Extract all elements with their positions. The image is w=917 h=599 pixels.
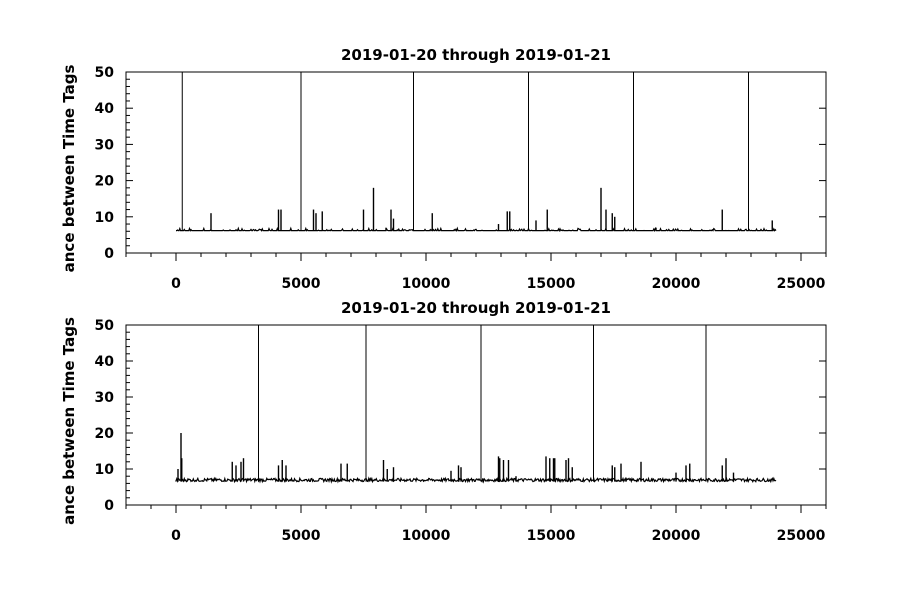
x-tick-label: 15000: [527, 528, 576, 544]
y-tick-label: 30: [95, 137, 115, 153]
y-axis-label: ance between Time Tags: [60, 317, 78, 525]
chart-panel-2: 2019-01-20 through 2019-01-21 ance betwee…: [60, 299, 827, 544]
x-tick-label: 5000: [282, 276, 321, 292]
y-tick-label: 40: [95, 354, 115, 370]
chart-panel-1: 2019-01-20 through 2019-01-21 ance betwee…: [60, 46, 827, 292]
x-tick-label: 5000: [282, 528, 321, 544]
y-tick-label: 10: [95, 462, 115, 478]
plot-frame: [125, 324, 827, 506]
x-tick-label: 20000: [652, 276, 701, 292]
x-tick-label: 0: [171, 528, 181, 544]
x-tick-label: 25000: [777, 276, 826, 292]
chart-title: 2019-01-20 through 2019-01-21: [341, 46, 611, 64]
y-tick-label: 0: [104, 498, 114, 514]
x-tick-label: 20000: [652, 528, 701, 544]
plot-frame: [125, 71, 827, 254]
x-tick-label: 10000: [402, 528, 451, 544]
y-tick-label: 20: [95, 426, 115, 442]
y-tick-label: 10: [95, 210, 115, 226]
y-axis-label: ance between Time Tags: [60, 65, 78, 273]
x-tick-label: 10000: [402, 276, 451, 292]
y-tick-label: 0: [104, 246, 114, 262]
x-tick-label: 0: [171, 276, 181, 292]
series-baseline-line: [176, 226, 777, 233]
chart-title: 2019-01-20 through 2019-01-21: [341, 299, 611, 317]
y-tick-label: 50: [95, 318, 115, 334]
series-group: [176, 72, 777, 233]
y-tick-label: 40: [95, 101, 115, 117]
x-tick-label: 15000: [527, 276, 576, 292]
y-tick-label: 50: [95, 65, 115, 81]
y-tick-label: 20: [95, 174, 115, 190]
x-tick-label: 25000: [777, 528, 826, 544]
series-group: [175, 325, 777, 484]
y-tick-label: 30: [95, 390, 115, 406]
